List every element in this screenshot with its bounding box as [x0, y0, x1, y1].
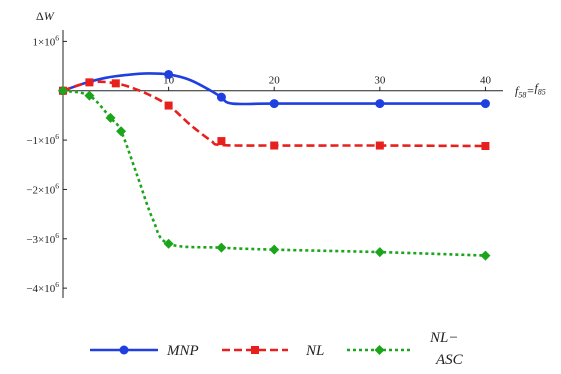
data-point-nl [375, 141, 384, 150]
tick-group: 10 20 30 40 1×106 −1×106 −2×106 −3×106 −4×106 [26, 33, 491, 295]
data-point-nl-asc [163, 238, 174, 249]
legend-label: MNP [166, 343, 199, 359]
data-point-nl-asc [105, 112, 116, 123]
x-axis-title: f58=f85 [515, 81, 546, 100]
y-tick-label: −3×106 [26, 231, 59, 246]
x-tick-label: 40 [480, 75, 492, 87]
legend-item-mnp: MNP [90, 343, 199, 359]
data-point-nl-asc [269, 244, 280, 255]
legend-item-nl-asc: NL− ASC [347, 330, 464, 368]
series-line-nl-asc [62, 89, 486, 257]
data-point-nl-asc [58, 85, 68, 96]
y-tick-label: −4×106 [26, 280, 59, 295]
data-point-nl [164, 101, 173, 110]
data-point-nl [270, 141, 279, 150]
legend-label: NL− ASC [429, 330, 464, 368]
data-point-nl [85, 78, 94, 87]
legend-item-nl: NL [222, 343, 324, 359]
legend: MNP NL NL− ASC [90, 330, 464, 368]
series-line-nl [62, 80, 486, 148]
data-point-mnp [375, 99, 385, 109]
data-point-nl-asc [84, 90, 95, 101]
x-tick-label: 30 [374, 75, 386, 87]
data-point-nl-asc [216, 242, 227, 253]
data-point-mnp [480, 99, 490, 109]
legend-marker [251, 346, 259, 354]
series-line-mnp [62, 72, 486, 106]
y-tick-label: 1×106 [33, 33, 60, 48]
data-point-mnp [164, 69, 174, 79]
x-tick-label: 20 [269, 75, 281, 87]
data-point-nl [111, 79, 120, 88]
data-point-nl [481, 142, 490, 151]
y-axis-title: ΔW [36, 9, 55, 23]
data-point-nl [217, 137, 226, 146]
data-point-mnp [216, 92, 226, 102]
legend-marker [374, 345, 385, 355]
x-tick-label: 10 [163, 75, 175, 87]
data-point-mnp [269, 99, 279, 109]
series-layer [58, 69, 491, 261]
legend-label: NL [305, 343, 324, 359]
series-nl-asc [58, 85, 491, 261]
y-tick-label: −1×106 [26, 132, 59, 147]
data-point-nl-asc [374, 247, 385, 258]
legend-marker [119, 345, 129, 355]
data-point-nl-asc [480, 250, 491, 261]
y-tick-label: −2×106 [26, 181, 59, 196]
data-point-nl-asc [116, 126, 127, 137]
